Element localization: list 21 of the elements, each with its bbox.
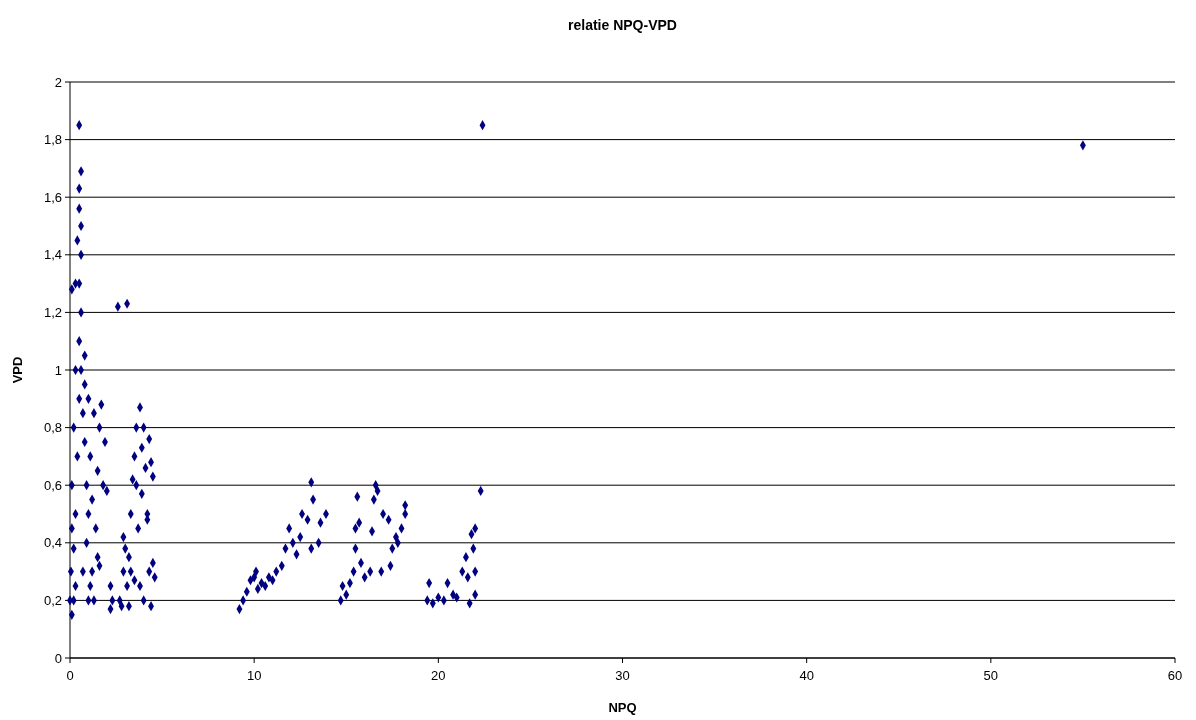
y-tick-label: 1,2: [43, 304, 62, 320]
x-tick-label: 40: [799, 668, 814, 683]
x-tick-label: 60: [1167, 668, 1183, 683]
y-tick-label: 0,2: [43, 592, 62, 608]
x-tick-label: 20: [431, 668, 446, 683]
y-tick-label: 0,8: [43, 420, 62, 436]
y-tick-label: 2: [54, 74, 62, 90]
y-axis-title: VPD: [10, 356, 25, 384]
x-tick-label: 30: [615, 668, 630, 683]
y-tick-label: 1,8: [43, 132, 62, 148]
x-tick-label: 0: [66, 668, 74, 683]
y-tick-label: 0,4: [43, 535, 62, 551]
x-tick-label: 50: [983, 668, 999, 683]
y-tick-label: 0: [54, 650, 62, 666]
x-axis-title: NPQ: [608, 700, 637, 715]
y-tick-label: 1,6: [43, 189, 62, 205]
y-tick-label: 1: [54, 362, 62, 378]
y-tick-label: 0,6: [43, 477, 62, 493]
x-tick-label: 10: [246, 668, 262, 683]
chart-title: relatie NPQ-VPD: [568, 17, 677, 33]
y-tick-label: 1,4: [43, 247, 62, 263]
